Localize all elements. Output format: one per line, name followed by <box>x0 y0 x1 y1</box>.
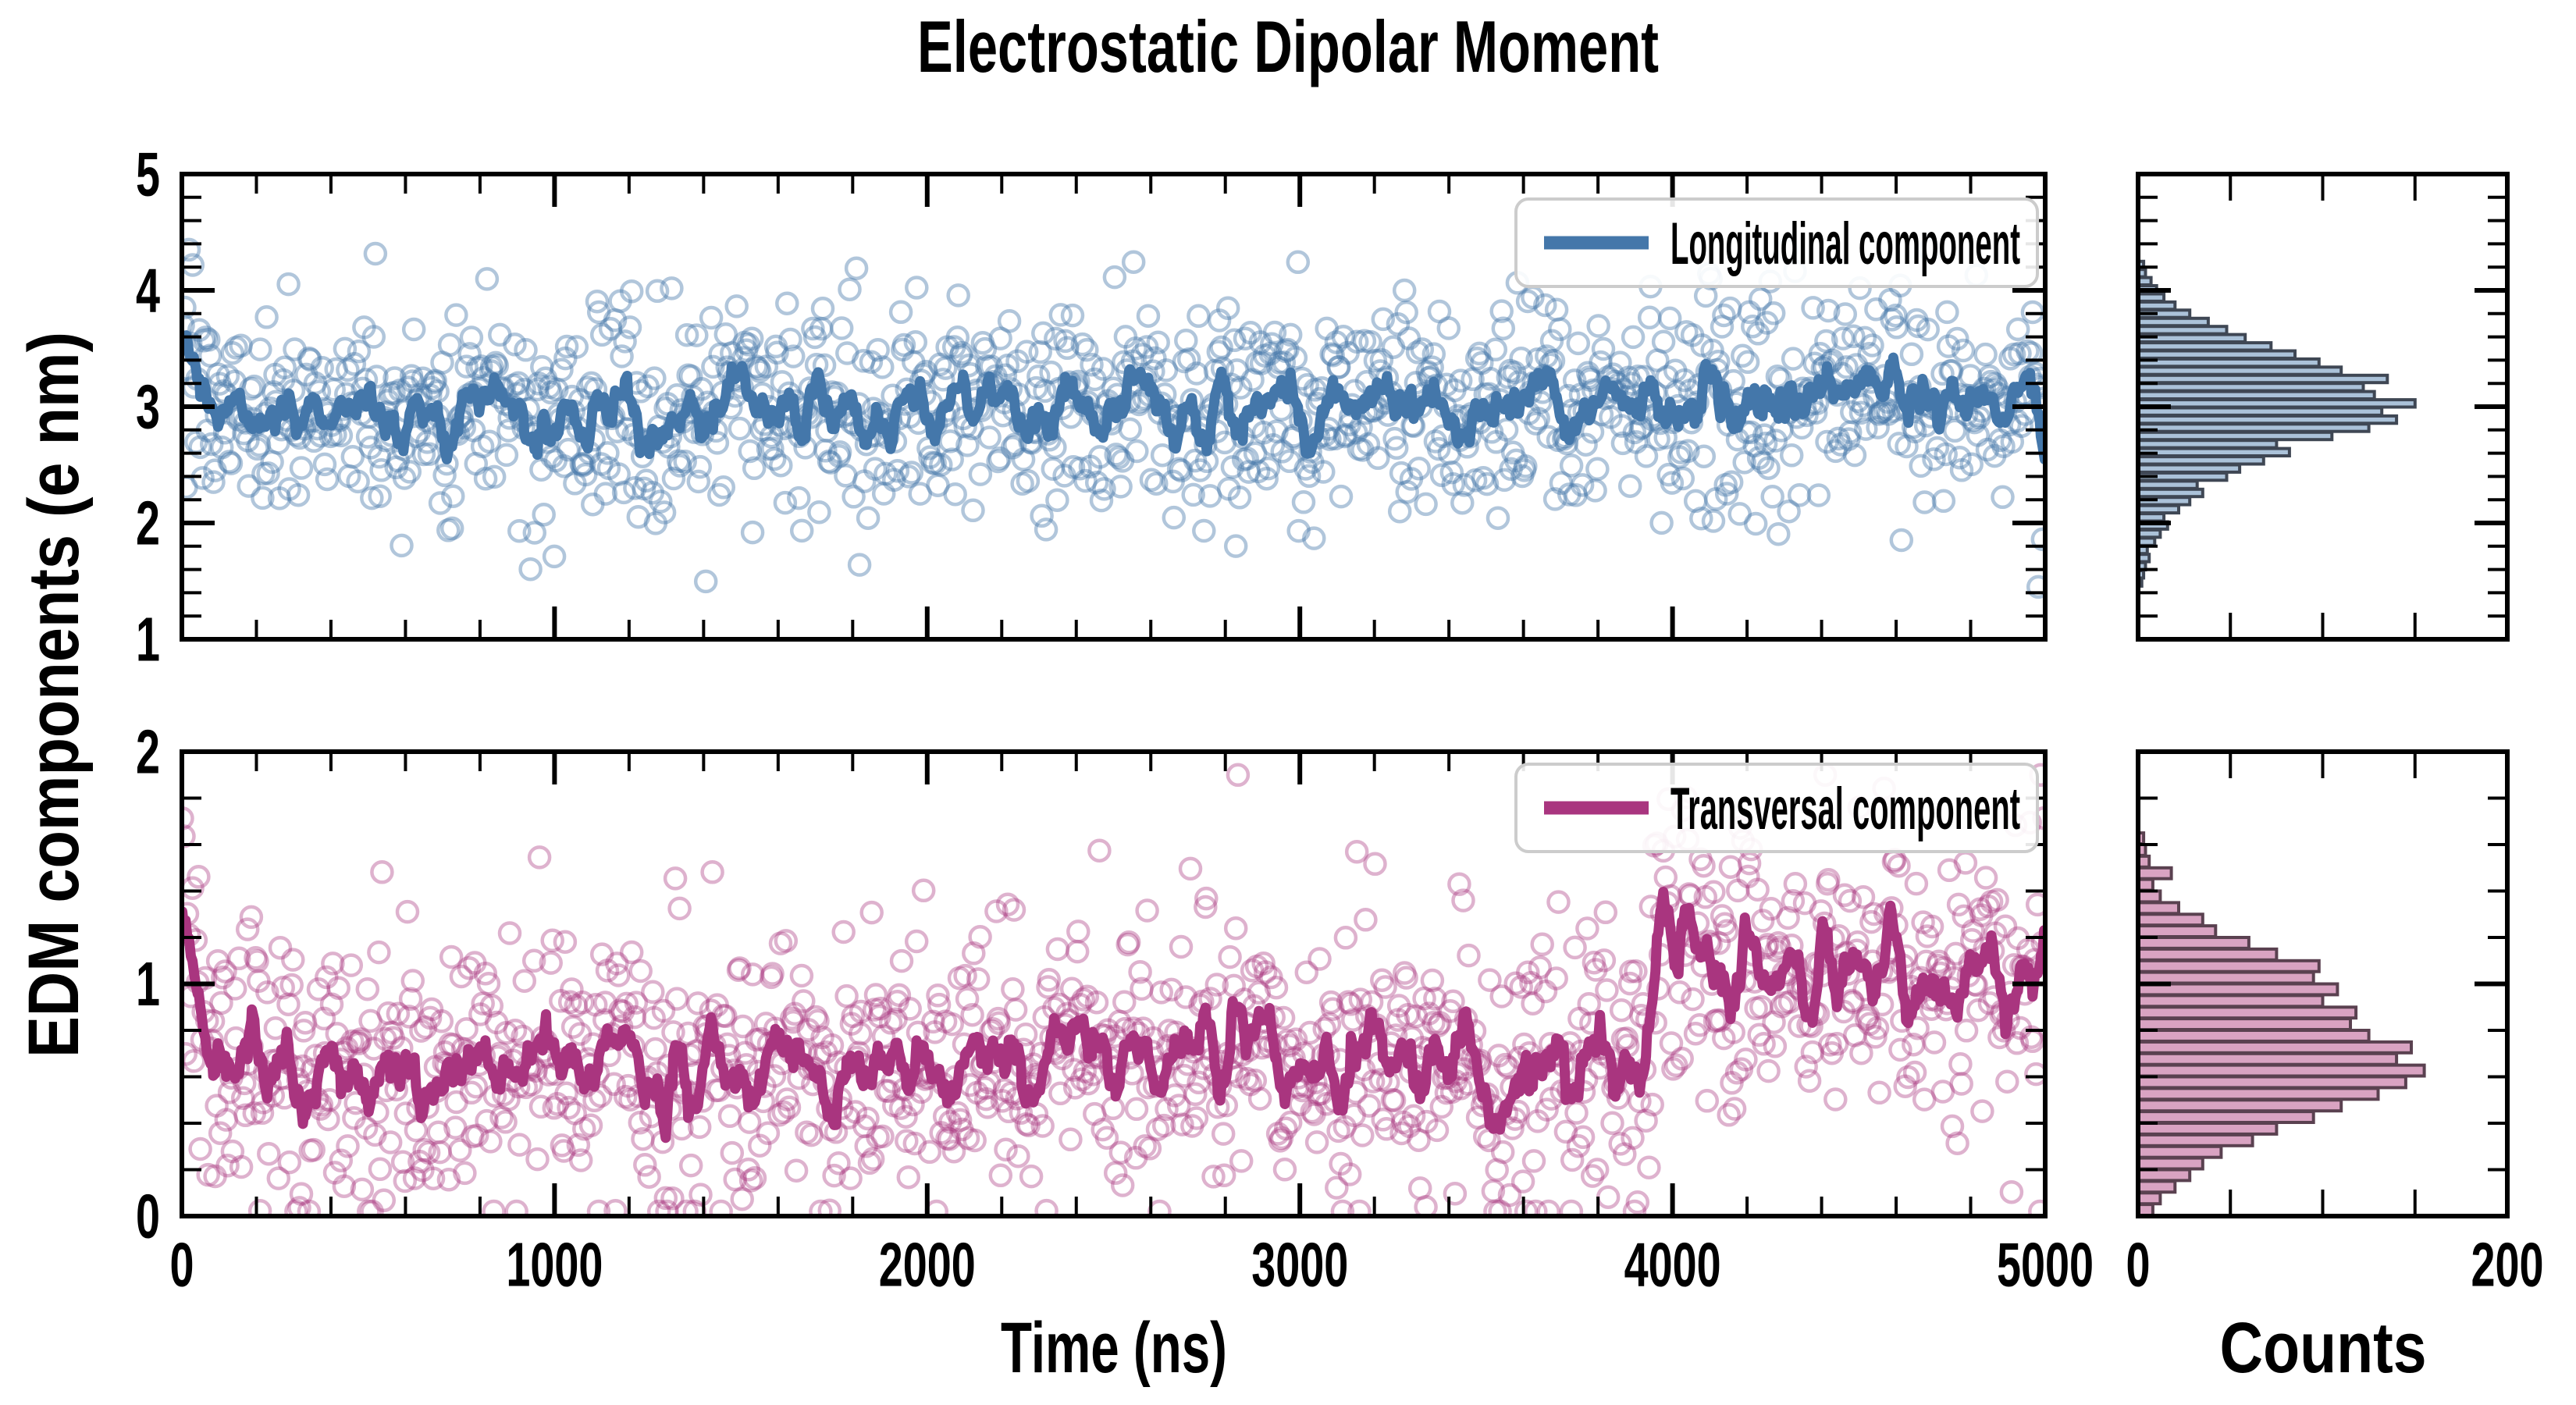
transversal-timeseries-tick-labels: 0 1 2 0 1000 2000 3000 4000 5000 <box>136 717 2094 1300</box>
legend-transversal: Transversal component <box>1514 763 2039 853</box>
transversal-histogram-tick-labels: 0 200 <box>2126 1230 2544 1300</box>
longitudinal-timeseries-running-average-line <box>182 330 2045 465</box>
svg-text:1000: 1000 <box>506 1230 603 1300</box>
svg-text:4: 4 <box>136 256 160 325</box>
y-axis-label: EDM components (e nm) <box>14 332 94 1058</box>
svg-text:0: 0 <box>136 1182 160 1251</box>
transversal-histogram-axes <box>2136 749 2510 1218</box>
svg-text:3000: 3000 <box>1251 1230 1348 1300</box>
legend-longitudinal-box <box>1514 197 2039 288</box>
longitudinal-histogram-bars <box>2137 259 2417 588</box>
counts-axis-label: Counts <box>2220 1308 2427 1388</box>
legend-transversal-label: Transversal component <box>1670 776 2020 842</box>
svg-text:2: 2 <box>136 489 160 558</box>
figure-title: Electrostatic Dipolar Moment <box>917 5 1659 87</box>
legend-longitudinal-label: Longitudinal component <box>1670 211 2020 277</box>
svg-text:5000: 5000 <box>1997 1230 2094 1300</box>
longitudinal-histogram-axes <box>2136 172 2510 642</box>
panel-longitudinal-histogram <box>2136 172 2510 642</box>
x-axis-label: Time (ns) <box>1001 1308 1227 1388</box>
panel-longitudinal-timeseries: 1 2 3 4 5 <box>136 140 2048 674</box>
svg-text:2000: 2000 <box>879 1230 976 1300</box>
legend-longitudinal: Longitudinal component <box>1514 197 2039 288</box>
svg-text:0: 0 <box>2126 1230 2151 1300</box>
transversal-histogram-bars <box>2137 831 2426 1217</box>
longitudinal-timeseries-tick-labels: 1 2 3 4 5 <box>136 140 160 674</box>
svg-text:5: 5 <box>136 140 160 209</box>
panel-transversal-histogram: 0 200 <box>2126 749 2544 1300</box>
legend-transversal-box <box>1514 763 2039 853</box>
transversal-timeseries-running-average-line <box>182 887 2045 1144</box>
longitudinal-timeseries-axes <box>180 172 2048 642</box>
svg-text:0: 0 <box>170 1230 194 1300</box>
svg-text:200: 200 <box>2471 1230 2544 1300</box>
svg-text:3: 3 <box>136 372 160 442</box>
svg-text:4000: 4000 <box>1624 1230 1721 1300</box>
svg-text:1: 1 <box>136 949 160 1019</box>
svg-text:1: 1 <box>136 605 160 674</box>
svg-text:2: 2 <box>136 717 160 787</box>
panel-transversal-timeseries: 0 1 2 0 1000 2000 3000 4000 5000 <box>136 717 2094 1300</box>
